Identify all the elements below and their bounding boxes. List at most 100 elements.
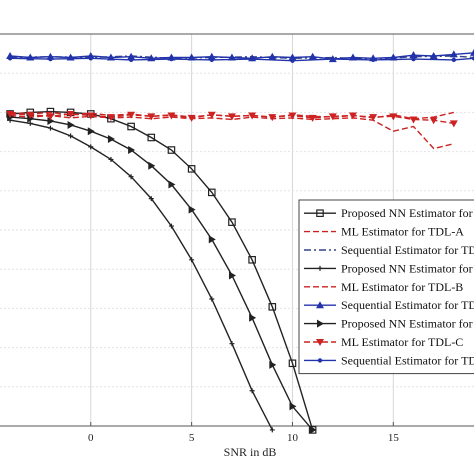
- data-point: [451, 57, 457, 63]
- data-point: [147, 133, 156, 142]
- data-point: [88, 144, 94, 150]
- x-axis-label: SNR in dB: [224, 445, 277, 459]
- data-point: [268, 114, 277, 122]
- data-point: [167, 146, 176, 154]
- data-point: [187, 114, 196, 122]
- data-point: [429, 117, 438, 125]
- data-point: [409, 51, 418, 59]
- legend-entry-4: Proposed NN Estimator for TDL-B: [304, 261, 474, 275]
- data-point: [127, 52, 136, 60]
- data-point: [348, 112, 357, 120]
- series-4: [7, 117, 275, 433]
- data-point: [46, 113, 55, 121]
- legend-entry-1: Proposed NN Estimator for TDL-A: [304, 206, 474, 220]
- data-point: [248, 112, 257, 120]
- data-point: [288, 359, 297, 368]
- data-point: [87, 127, 95, 136]
- series-line-7: [10, 116, 314, 431]
- data-point: [148, 161, 156, 170]
- data-point: [227, 113, 236, 121]
- legend-entry-3: Sequential Estimator for TDL-A: [304, 243, 474, 257]
- data-point: [46, 52, 55, 60]
- data-point: [411, 56, 416, 62]
- series-8: [6, 110, 458, 128]
- legend-entry-9: Sequential Estimator for TDL-C: [304, 353, 474, 367]
- data-point: [169, 56, 174, 62]
- data-point: [86, 112, 95, 120]
- data-point: [289, 402, 297, 411]
- data-point: [269, 427, 275, 433]
- data-point: [168, 180, 176, 189]
- legend-marker: [317, 319, 324, 328]
- series-line-8: [10, 113, 454, 125]
- legend-entry-8: ML Estimator for TDL-C: [304, 335, 463, 349]
- data-point: [288, 112, 297, 120]
- legend-marker: [316, 301, 324, 309]
- legend-label: ML Estimator for TDL-B: [341, 280, 463, 294]
- data-point: [128, 57, 134, 63]
- data-point: [209, 57, 214, 63]
- series-line-4: [9, 119, 273, 431]
- x-ticks: 0 5 10 15: [88, 422, 399, 444]
- data-point: [127, 122, 135, 131]
- data-point: [249, 388, 255, 394]
- data-point: [229, 341, 235, 347]
- data-point: [128, 146, 136, 155]
- data-point: [290, 58, 295, 63]
- data-point: [7, 56, 13, 61]
- data-point: [228, 218, 236, 226]
- data-point: [209, 296, 215, 302]
- data-point: [67, 120, 75, 129]
- data-point: [6, 110, 15, 118]
- data-point: [189, 257, 195, 263]
- data-point: [207, 111, 216, 119]
- data-point: [228, 271, 236, 280]
- data-point: [449, 120, 458, 128]
- data-point: [268, 303, 277, 311]
- data-point: [168, 223, 174, 229]
- series-line-6: [10, 52, 474, 60]
- data-point: [147, 113, 156, 121]
- data-point: [249, 56, 255, 62]
- legend-entry-5: ML Estimator for TDL-B: [304, 280, 463, 294]
- legend-marker: [317, 265, 323, 271]
- data-point: [167, 112, 176, 120]
- legend-label: ML Estimator for TDL-C: [341, 335, 463, 349]
- legend-label: Sequential Estimator for TDL-C: [341, 353, 474, 367]
- legend-box: [298, 199, 474, 375]
- series-line-1: [10, 110, 314, 431]
- data-point: [308, 114, 317, 122]
- series-7: [7, 113, 317, 434]
- data-point: [6, 51, 15, 59]
- legend-marker: [317, 358, 323, 363]
- data-point: [188, 205, 196, 214]
- data-point: [47, 117, 55, 126]
- data-point: [309, 425, 317, 434]
- data-point: [389, 113, 398, 121]
- data-point: [48, 56, 53, 62]
- legend-entry-7: Proposed NN Estimator for TDL-C: [304, 317, 474, 331]
- data-point: [68, 133, 74, 139]
- data-point: [27, 120, 33, 126]
- data-point: [429, 51, 438, 59]
- series-group: [6, 48, 474, 434]
- legend-label: Sequential Estimator for TDL-B: [341, 298, 474, 312]
- data-point: [370, 57, 376, 63]
- data-point: [108, 156, 114, 162]
- series-9: [7, 56, 474, 63]
- legend-entry-6: Sequential Estimator for TDL-B: [304, 298, 474, 312]
- data-point: [148, 196, 154, 202]
- data-point: [470, 48, 474, 56]
- series-line-5: [10, 114, 454, 150]
- data-point: [207, 52, 216, 60]
- data-point: [106, 114, 115, 122]
- legend-label: Sequential Estimator for TDL-A: [341, 243, 474, 257]
- grid-lines: [0, 34, 474, 426]
- series-5: [10, 114, 454, 150]
- legend-label: Proposed NN Estimator for TDL-C: [341, 317, 474, 331]
- data-point: [449, 50, 458, 58]
- data-point: [308, 52, 317, 60]
- legend-label: Proposed NN Estimator for TDL-B: [341, 261, 474, 275]
- legend-label: ML Estimator for TDL-A: [341, 225, 464, 239]
